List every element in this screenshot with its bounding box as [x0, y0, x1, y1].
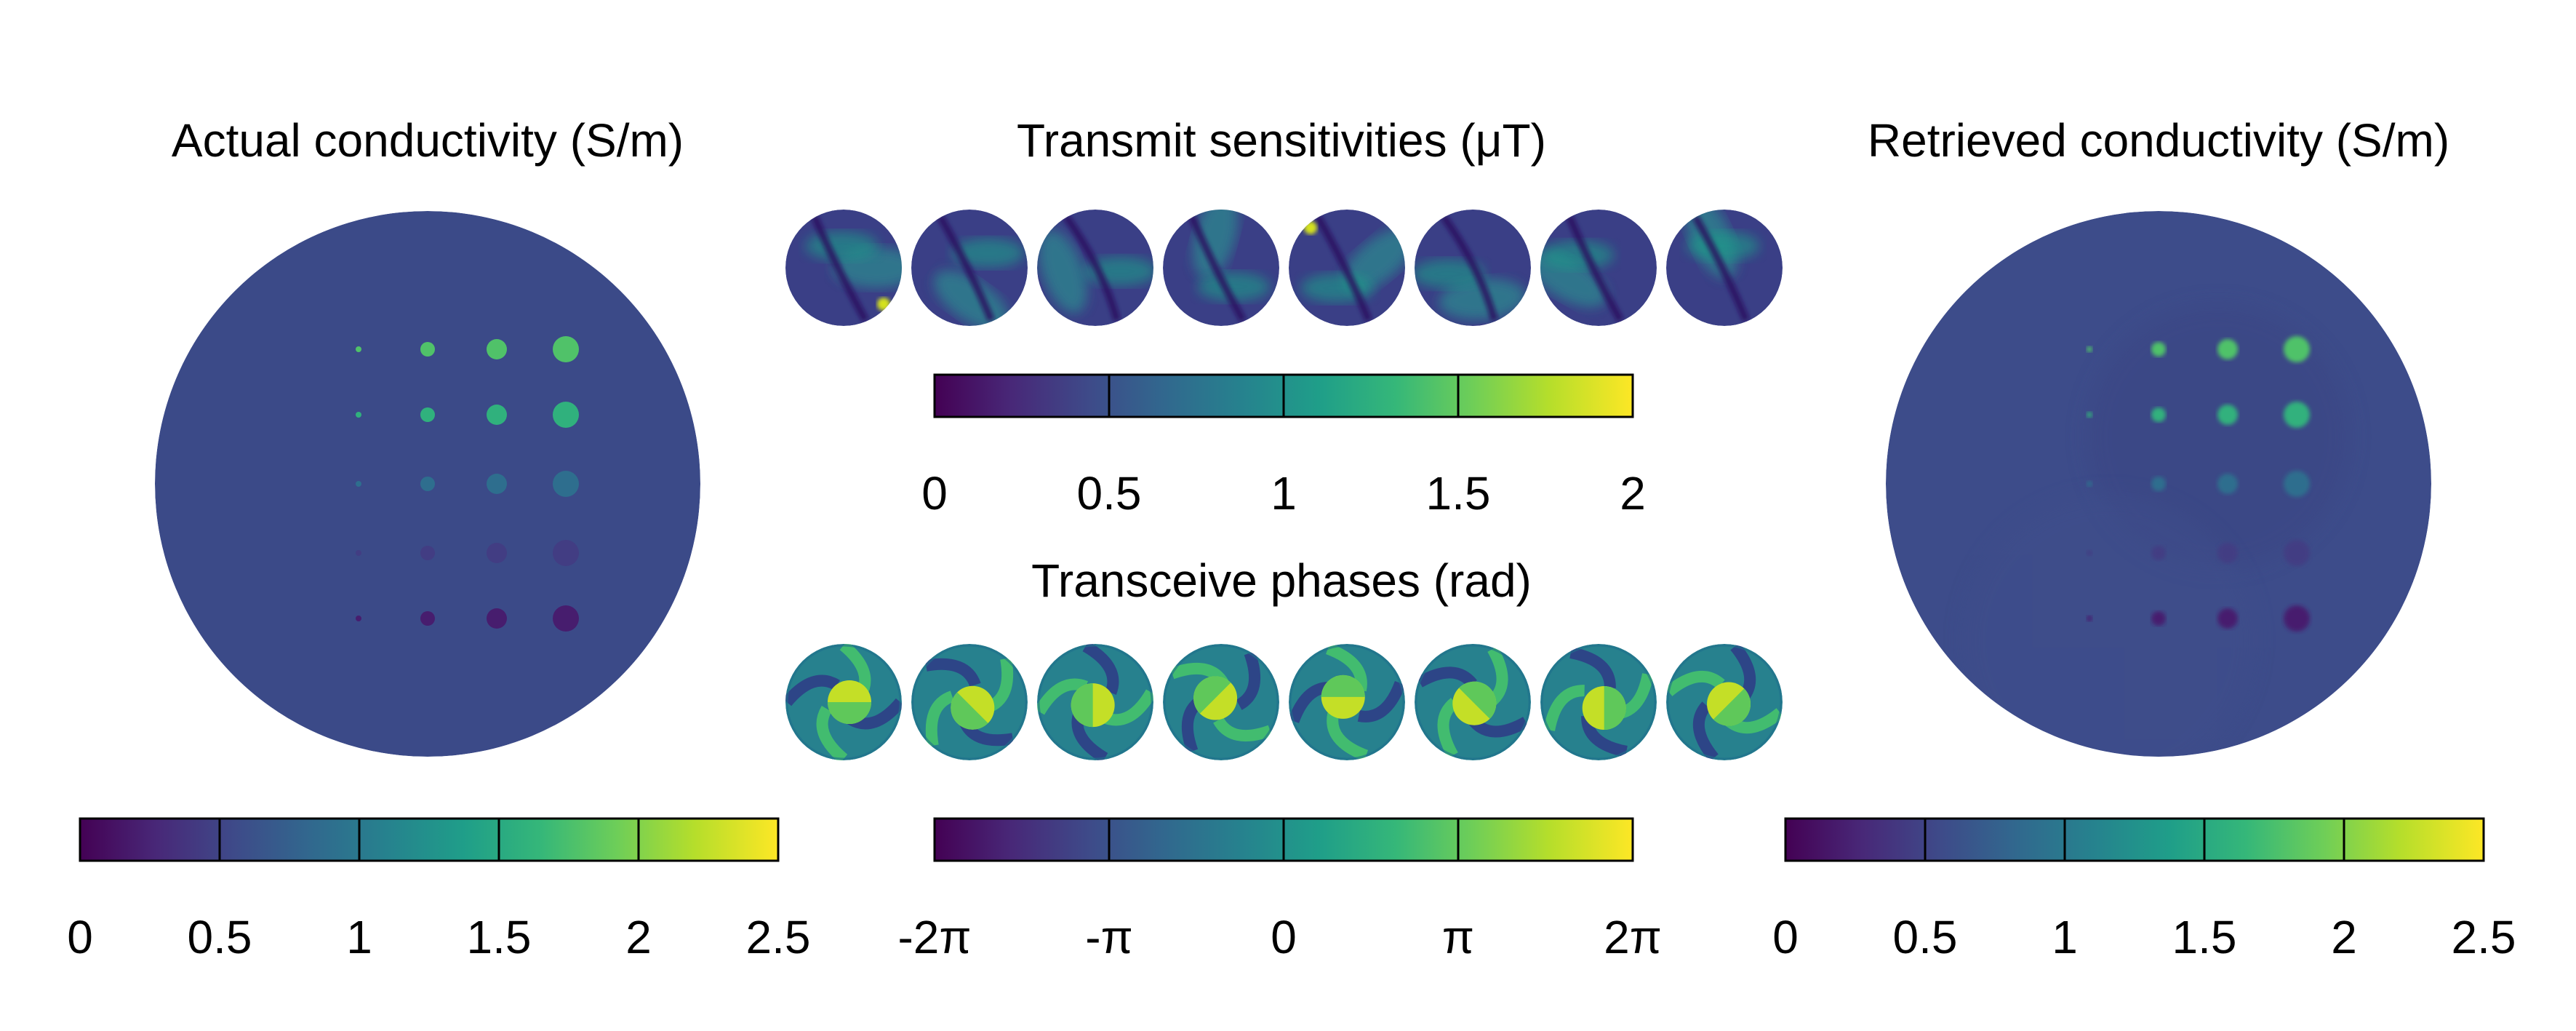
phase-colorbar-tick: π: [1442, 911, 1474, 963]
conductivity-inclusion: [356, 346, 361, 352]
conductivity-inclusion: [487, 608, 507, 629]
retrieved-inclusion: [2151, 546, 2166, 560]
phase-map: [785, 644, 902, 760]
conductivity-inclusion: [553, 540, 579, 566]
phase-colorbar-tick: -π: [1085, 911, 1132, 963]
retrieved-inclusion: [2284, 402, 2310, 428]
phase-map: [1037, 644, 1153, 760]
transmit-colorbar-tick: 1.5: [1426, 467, 1491, 520]
phase-map: [1289, 644, 1405, 760]
retrieved-inclusion: [2087, 346, 2092, 352]
transmit-colorbar-tick: 1: [1271, 467, 1297, 520]
retrieved-inclusion: [2151, 611, 2166, 626]
transceive-phase-maps: [785, 644, 1783, 760]
transmit-colorbar-tick: 2: [1620, 467, 1646, 520]
conductivity-inclusion: [553, 402, 579, 428]
retrieved-conductivity-title: Retrieved conductivity (S/m): [1868, 114, 2449, 167]
retrieved-inclusion: [2284, 471, 2310, 497]
actual-colorbar-tick: 0.5: [188, 911, 252, 963]
conductivity-inclusion: [356, 481, 361, 487]
sensitivity-map: [785, 210, 902, 326]
sensitivity-map: [1415, 210, 1531, 326]
retrieved-inclusion: [2284, 336, 2310, 362]
actual-colorbar-tick: 2: [625, 911, 652, 963]
retrieved-inclusion: [2151, 407, 2166, 422]
retrieved-colorbar-tick: 0.5: [1893, 911, 1958, 963]
retrieved-conductivity-map: [1886, 211, 2431, 757]
sensitivity-map: [1289, 210, 1405, 326]
sensitivity-map: [911, 210, 1028, 326]
conductivity-inclusion: [356, 550, 361, 556]
retrieved-conductivity-inclusions: [2087, 336, 2310, 632]
retrieved-inclusion: [2217, 608, 2238, 629]
sensitivity-map: [1037, 210, 1153, 326]
retrieved-colorbar-tick: 1: [2052, 911, 2078, 963]
conductivity-inclusion: [553, 471, 579, 497]
transmit-sensitivity-maps: [785, 210, 1783, 326]
actual-conductivity-inclusions: [356, 336, 579, 632]
retrieved-colorbar-tick: 2: [2331, 911, 2357, 963]
retrieved-inclusion: [2087, 481, 2092, 487]
conductivity-inclusion: [553, 336, 579, 362]
actual-conductivity-colorbar: 0 0.5 1 1.5 2 2.5: [67, 817, 811, 963]
transmit-colorbar-tick: 0: [921, 467, 948, 520]
conductivity-inclusion: [487, 405, 507, 425]
conductivity-inclusion: [487, 339, 507, 359]
conductivity-inclusion: [356, 412, 361, 418]
retrieved-inclusion: [2087, 550, 2092, 556]
retrieved-inclusion: [2217, 474, 2238, 494]
phase-map: [1415, 644, 1531, 760]
conductivity-inclusion: [487, 543, 507, 563]
retrieved-colorbar-tick: 1.5: [2172, 911, 2237, 963]
phase-colorbar-tick: 2π: [1604, 911, 1662, 963]
retrieved-inclusion: [2217, 405, 2238, 425]
conductivity-inclusion: [356, 616, 361, 621]
phase-colorbar-tick: -2π: [897, 911, 971, 963]
phase-colorbar-tick: 0: [1271, 911, 1297, 963]
retrieved-inclusion: [2087, 616, 2092, 621]
retrieved-inclusion: [2151, 342, 2166, 357]
actual-colorbar-tick: 0: [67, 911, 93, 963]
conductivity-inclusion: [420, 342, 435, 357]
phase-map: [911, 644, 1028, 760]
retrieved-inclusion: [2087, 412, 2092, 418]
actual-colorbar-tick: 1.5: [467, 911, 532, 963]
phase-map: [1540, 644, 1657, 760]
sensitivity-map: [1666, 210, 1783, 326]
phase-map: [1666, 644, 1783, 760]
conductivity-inclusion: [553, 605, 579, 632]
conductivity-inclusion: [420, 477, 435, 491]
actual-conductivity-map: [155, 211, 700, 757]
retrieved-inclusion: [2217, 543, 2238, 563]
retrieved-inclusion: [2284, 605, 2310, 632]
conductivity-inclusion: [420, 407, 435, 422]
retrieved-inclusion: [2284, 540, 2310, 566]
sensitivity-map: [1540, 210, 1657, 326]
conductivity-inclusion: [487, 474, 507, 494]
retrieved-conductivity-colorbar: 0 0.5 1 1.5 2 2.5: [1772, 817, 2516, 963]
actual-conductivity-title: Actual conductivity (S/m): [172, 114, 684, 167]
retrieved-inclusion: [2151, 477, 2166, 491]
transmit-colorbar-tick: 0.5: [1077, 467, 1142, 520]
phase-map: [1163, 644, 1279, 760]
retrieved-inclusion: [2217, 339, 2238, 359]
transmit-sensitivity-colorbar: 0 0.5 1 1.5 2: [921, 373, 1646, 520]
actual-colorbar-tick: 2.5: [746, 911, 811, 963]
actual-colorbar-tick: 1: [346, 911, 372, 963]
retrieved-colorbar-tick: 0: [1772, 911, 1799, 963]
conductivity-inclusion: [420, 546, 435, 560]
sensitivity-map: [1163, 210, 1279, 326]
transmit-sensitivities-title: Transmit sensitivities (μT): [1017, 114, 1546, 167]
retrieved-colorbar-tick: 2.5: [2452, 911, 2516, 963]
transceive-phases-title: Transceive phases (rad): [1031, 554, 1532, 607]
conductivity-inclusion: [420, 611, 435, 626]
transceive-phase-colorbar: -2π -π 0 π 2π: [897, 817, 1662, 963]
